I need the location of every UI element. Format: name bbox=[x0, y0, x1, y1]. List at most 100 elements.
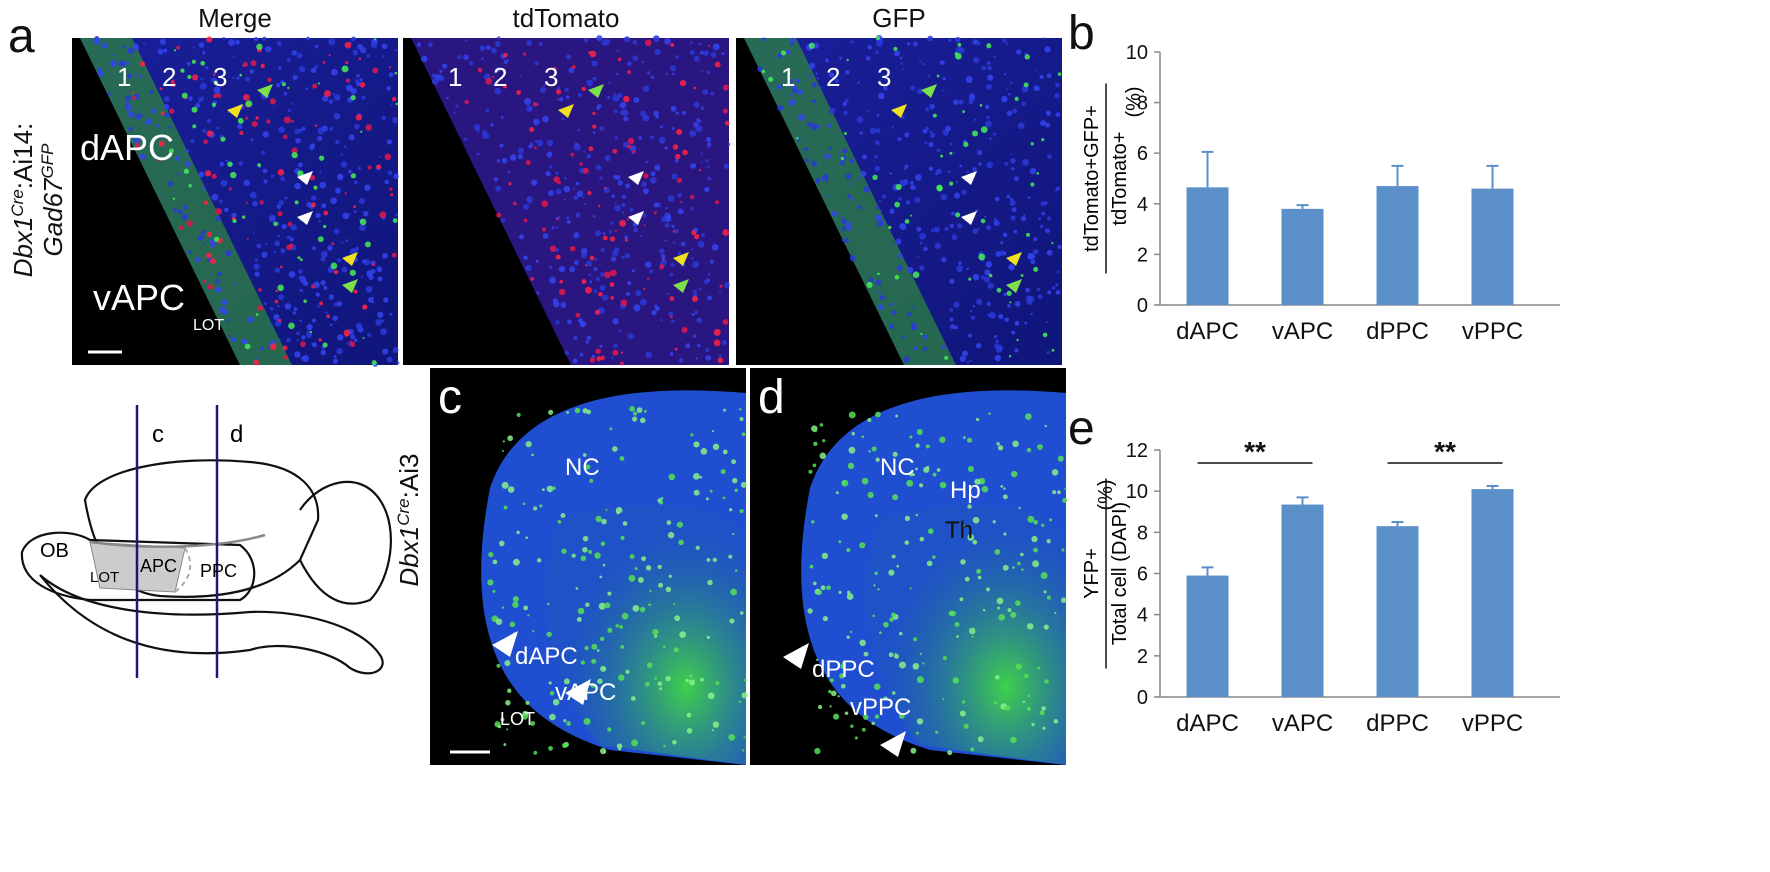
cell bbox=[542, 115, 549, 123]
cell bbox=[533, 750, 538, 755]
cell bbox=[923, 334, 928, 340]
cell bbox=[202, 128, 207, 133]
cell bbox=[608, 81, 611, 85]
cell bbox=[278, 66, 282, 70]
cell bbox=[625, 183, 630, 188]
cell bbox=[906, 312, 912, 317]
cell bbox=[576, 616, 582, 622]
cell bbox=[107, 92, 111, 96]
cell bbox=[124, 95, 131, 102]
cell bbox=[672, 740, 677, 745]
cell bbox=[1055, 82, 1060, 88]
cell bbox=[590, 682, 596, 688]
cell bbox=[553, 66, 557, 71]
cell bbox=[455, 104, 459, 108]
cell bbox=[1056, 490, 1061, 495]
cell bbox=[903, 179, 909, 186]
cell bbox=[499, 143, 504, 148]
cell bbox=[294, 200, 299, 205]
cell bbox=[561, 117, 565, 121]
cell bbox=[496, 159, 500, 163]
cell bbox=[947, 750, 953, 756]
cell bbox=[250, 60, 257, 67]
cell bbox=[700, 106, 705, 111]
cell bbox=[1054, 611, 1057, 615]
cell bbox=[956, 265, 963, 273]
cell bbox=[976, 568, 982, 574]
bar bbox=[1471, 188, 1514, 305]
cell bbox=[826, 194, 829, 197]
cell bbox=[625, 252, 631, 259]
cell bbox=[889, 172, 892, 175]
cell bbox=[902, 67, 905, 70]
cell bbox=[381, 43, 388, 50]
cell bbox=[278, 294, 285, 301]
cell bbox=[928, 141, 934, 148]
cell bbox=[346, 341, 351, 346]
arrowhead bbox=[297, 211, 313, 225]
cell bbox=[666, 292, 669, 295]
cell bbox=[589, 255, 595, 261]
cell bbox=[891, 310, 897, 316]
cell bbox=[660, 258, 667, 266]
cell bbox=[644, 261, 652, 268]
cell bbox=[93, 37, 101, 45]
cell bbox=[563, 198, 567, 201]
cell bbox=[888, 225, 892, 230]
cell bbox=[215, 286, 222, 293]
cell bbox=[527, 614, 530, 617]
y-tick-label: 0 bbox=[1137, 295, 1148, 317]
cell bbox=[901, 116, 905, 119]
cell bbox=[664, 146, 668, 150]
cell bbox=[584, 264, 588, 267]
cell bbox=[101, 74, 104, 77]
cell bbox=[872, 174, 878, 181]
cell bbox=[889, 208, 895, 214]
cell bbox=[659, 500, 664, 505]
cell bbox=[668, 473, 676, 481]
cell bbox=[968, 627, 976, 635]
cell bbox=[134, 115, 139, 120]
cell bbox=[1057, 72, 1062, 76]
cell bbox=[273, 221, 278, 227]
cell bbox=[620, 351, 623, 354]
cell bbox=[301, 335, 306, 340]
cell bbox=[639, 234, 643, 238]
cell bbox=[1033, 85, 1040, 92]
cell bbox=[925, 444, 930, 449]
cell bbox=[595, 309, 600, 315]
cell bbox=[883, 621, 889, 628]
cell bbox=[739, 611, 744, 615]
cell bbox=[363, 210, 369, 217]
cell bbox=[597, 678, 603, 684]
cell bbox=[633, 304, 641, 312]
cell bbox=[690, 433, 694, 437]
ventral-outline bbox=[39, 574, 384, 675]
label: d bbox=[758, 371, 785, 424]
cell bbox=[310, 284, 316, 289]
cell bbox=[233, 283, 236, 286]
cell bbox=[614, 247, 620, 253]
cell bbox=[206, 118, 212, 124]
cell bbox=[653, 202, 659, 208]
cell bbox=[545, 171, 551, 177]
cell bbox=[254, 258, 258, 262]
cell bbox=[524, 98, 532, 106]
cell bbox=[375, 319, 383, 326]
cell bbox=[181, 92, 188, 99]
cell bbox=[649, 135, 654, 140]
cell bbox=[651, 309, 657, 316]
cell bbox=[582, 453, 587, 457]
cell bbox=[497, 724, 502, 729]
error-bar bbox=[1201, 566, 1214, 576]
cell bbox=[695, 545, 700, 550]
cell bbox=[806, 121, 813, 128]
cell bbox=[581, 279, 587, 285]
cell bbox=[342, 212, 350, 220]
cell bbox=[274, 299, 279, 304]
cell bbox=[386, 85, 391, 91]
cell bbox=[918, 59, 922, 63]
cell bbox=[987, 282, 994, 289]
cell bbox=[371, 296, 375, 300]
cell bbox=[976, 298, 983, 306]
